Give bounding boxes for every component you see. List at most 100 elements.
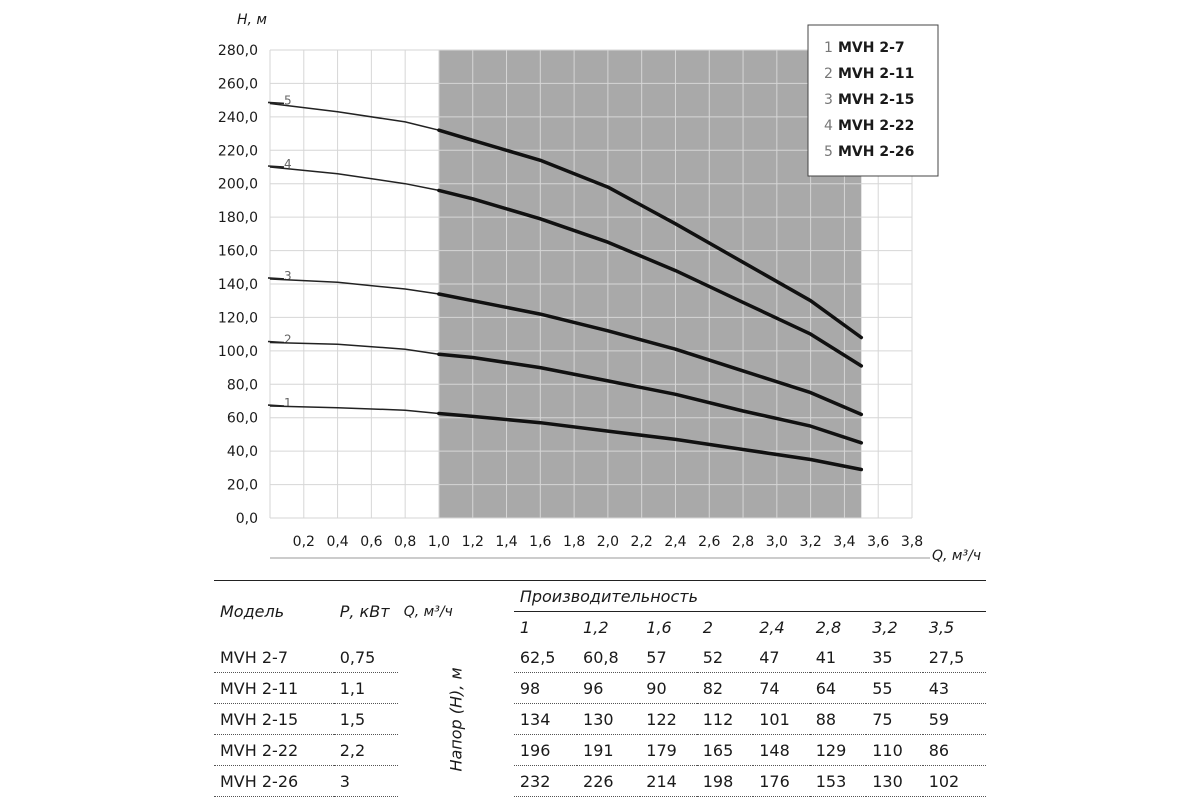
head-value-cell: 101 [753, 703, 810, 735]
flow-value-header: 2 [696, 611, 754, 642]
head-value-cell: 82 [696, 672, 754, 704]
head-value-cell: 232 [513, 765, 578, 797]
legend-item-name: MVH 2-22 [838, 118, 914, 134]
flow-header: Q, м³/ч [397, 580, 514, 642]
head-value-cell: 122 [640, 703, 697, 735]
x-tick-label: 3,4 [833, 534, 855, 550]
head-value-cell: 198 [696, 765, 754, 797]
y-tick-label: 120,0 [218, 310, 258, 326]
power-cell: 1,5 [333, 703, 398, 735]
y-tick-label: 0,0 [236, 511, 258, 527]
head-value-cell: 43 [922, 672, 986, 704]
head-value-cell: 55 [866, 672, 923, 704]
y-tick-label: 40,0 [227, 444, 258, 460]
x-tick-label: 3,0 [766, 534, 788, 550]
curve-number-label: 3 [284, 269, 292, 283]
head-value-cell: 75 [866, 703, 923, 735]
head-value-cell: 148 [753, 734, 810, 766]
x-tick-label: 2,2 [631, 534, 653, 550]
curve-line-thin [269, 278, 440, 295]
head-value-cell: 41 [809, 642, 867, 673]
y-tick-label: 240,0 [218, 110, 258, 126]
legend: 1 MVH 2-7 2 MVH 2-11 3 MVH 2-15 4 MVH 2-22 5 MVH … [807, 24, 939, 177]
head-value-cell: 62,5 [513, 642, 578, 673]
curve-number-label: 2 [284, 333, 292, 347]
head-value-cell: 176 [753, 765, 810, 797]
table-row: MVH 2-7 0,75 Напор (Н), м 62,5 60,8 57 52 47 41 3… [214, 642, 986, 771]
head-value-cell: 130 [866, 765, 923, 797]
x-tick-label: 1,4 [495, 534, 517, 550]
head-value-cell: 64 [809, 672, 867, 704]
flow-value-header: 1,2 [577, 611, 641, 642]
x-tick-label: 2,6 [698, 534, 720, 550]
power-cell: 2,2 [333, 734, 398, 766]
flow-value-header: 2,4 [753, 611, 810, 642]
legend-item-name: MVH 2-26 [838, 144, 914, 160]
curve-stub [267, 165, 285, 168]
head-value-cell: 165 [696, 734, 754, 766]
model-cell: MVH 2-11 [214, 672, 334, 704]
curve-line-thin [269, 166, 440, 192]
flow-value-header: 1,6 [640, 611, 697, 642]
head-value-cell: 96 [577, 672, 641, 704]
head-value-cell: 90 [640, 672, 697, 704]
head-unit-label: Напор (Н), м [446, 667, 466, 772]
head-value-cell: 98 [513, 672, 578, 704]
curve-stub [267, 101, 285, 105]
y-axis-title: H, м [237, 12, 267, 28]
head-value-cell: 47 [753, 642, 810, 673]
legend-item-number: 5 [824, 144, 833, 160]
x-tick-label: 1,6 [529, 534, 551, 550]
flow-value-header: 1 [513, 611, 578, 642]
y-tick-label: 60,0 [227, 411, 258, 427]
x-tick-label: 1,2 [462, 534, 484, 550]
legend-item-name: MVH 2-15 [838, 92, 914, 108]
x-tick-label: 3,8 [901, 534, 923, 550]
head-value-cell: 57 [640, 642, 697, 673]
flow-value-header: 3,5 [922, 611, 986, 642]
table-body: MVH 2-7 0,75 Напор (Н), м 62,5 60,8 57 52 47 41 3… [214, 642, 986, 797]
flow-value-header: 3,2 [866, 611, 923, 642]
x-tick-label: 1,8 [563, 534, 585, 550]
legend-box [807, 24, 939, 177]
curve-line-operating [437, 188, 864, 368]
curve-line-operating [437, 128, 864, 340]
head-value-cell: 196 [513, 734, 578, 766]
flow-values-row: 1 1,2 1,6 2 2,4 2,8 3,2 3,5 [214, 611, 986, 642]
y-tick-label: 280,0 [218, 43, 258, 59]
curve-line-operating [437, 292, 864, 417]
legend-item-name: MVH 2-7 [838, 40, 905, 56]
curve-line-operating [437, 411, 864, 472]
model-cell: MVH 2-22 [214, 734, 334, 766]
y-tick-label: 260,0 [218, 76, 258, 92]
table-row: MVH 2-26 3 232 226 214 198 176 153 130 102 [214, 765, 986, 797]
table-row: MVH 2-15 1,5 134 130 122 112 101 88 75 59 [214, 703, 986, 735]
y-tick-label: 80,0 [227, 377, 258, 393]
curve-line-thin [269, 405, 439, 415]
head-value-cell: 27,5 [922, 642, 986, 673]
model-cell: MVH 2-26 [214, 765, 334, 797]
performance-header: Производительность [513, 580, 986, 612]
x-tick-label: 0,8 [394, 534, 416, 550]
model-header: Модель [214, 580, 334, 642]
curves: 1 2 3 4 5 [267, 93, 864, 472]
head-value-cell: 112 [696, 703, 754, 735]
model-cell: MVH 2-15 [214, 703, 334, 735]
x-tick-label: 0,2 [293, 534, 315, 550]
curve-number-label: 4 [284, 157, 292, 171]
head-value-cell: 214 [640, 765, 697, 797]
x-tick-label: 2,4 [664, 534, 686, 550]
curve-number-label: 5 [284, 93, 292, 107]
legend-item-number: 4 [824, 118, 833, 134]
head-value-cell: 191 [577, 734, 641, 766]
grid [269, 49, 913, 519]
head-value-cell: 110 [866, 734, 923, 766]
flow-value-header: 2,8 [809, 611, 867, 642]
table-row: MVH 2-11 1,1 98 96 90 82 74 64 55 43 [214, 672, 986, 704]
x-tick-label: 2,8 [732, 534, 754, 550]
head-value-cell: 129 [809, 734, 867, 766]
y-tick-label: 220,0 [218, 143, 258, 159]
power-cell: 3 [333, 765, 398, 797]
legend-item-number: 1 [824, 40, 833, 56]
head-unit-cell: Напор (Н), м [398, 642, 514, 797]
